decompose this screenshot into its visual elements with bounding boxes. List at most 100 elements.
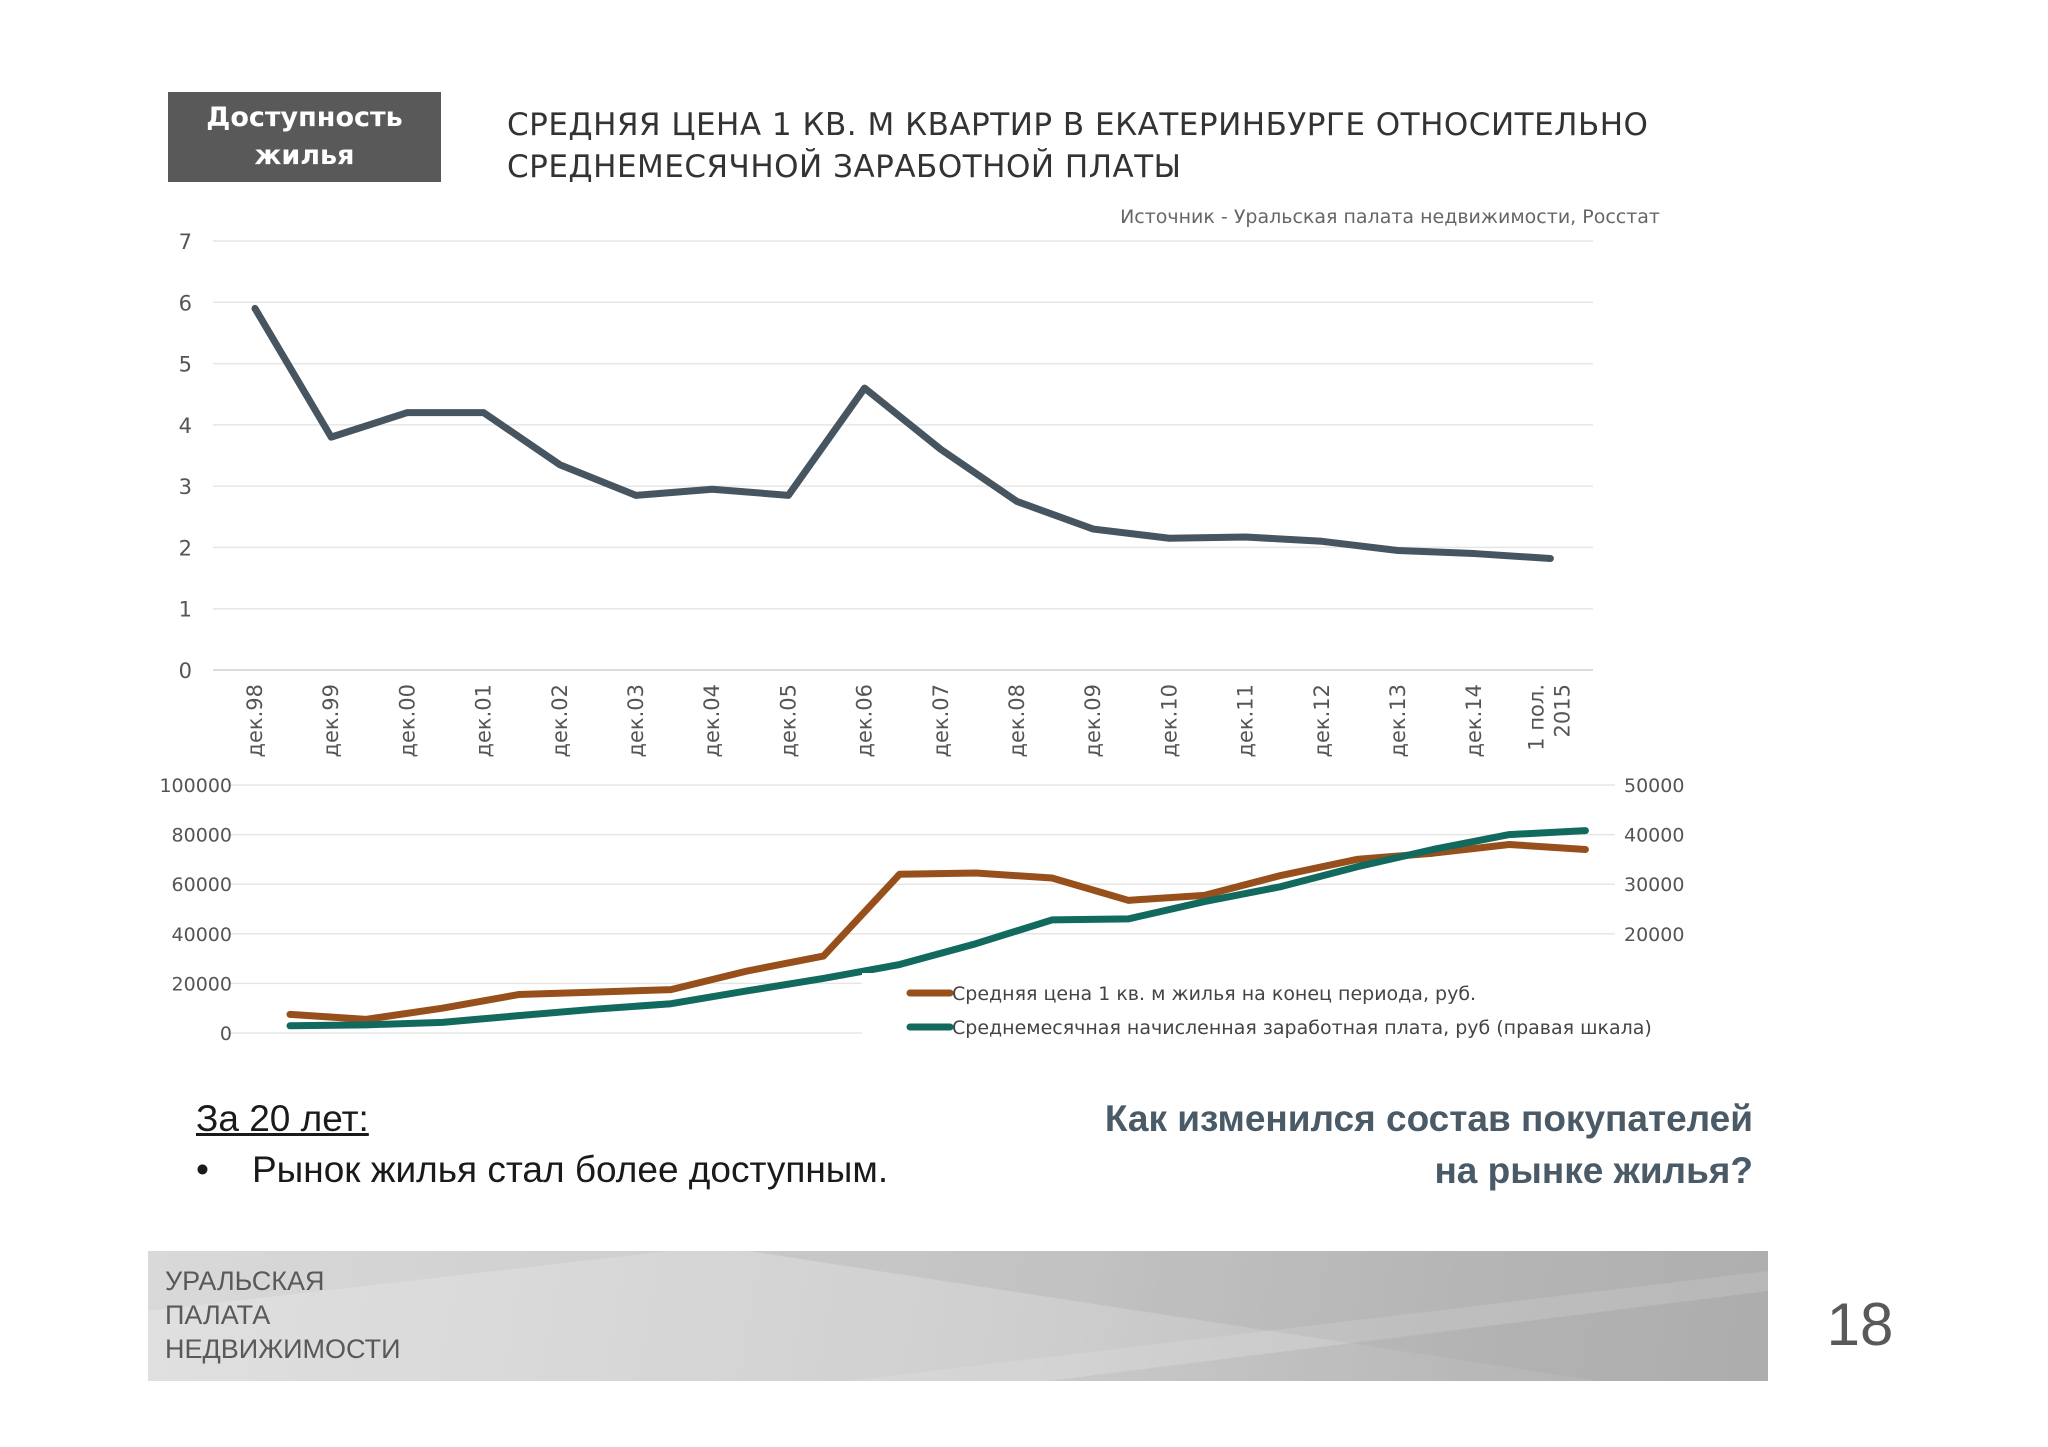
x-tick-label-line: дек.00 <box>395 684 419 758</box>
salary-data-point <box>668 1000 674 1007</box>
x-tick-label: дек.09 <box>1081 684 1105 758</box>
price-data-point <box>591 989 598 996</box>
footer-logo-line-1: УРАЛЬСКАЯ <box>165 1266 325 1296</box>
ratio-chart: 0 1 2 3 4 5 6 7 дек.98 дек.99 дек.00 дек.01 дек.02 де… <box>179 230 1593 758</box>
x-tick-label-line: дек.09 <box>1081 684 1105 758</box>
left-axis-tick-label: 100000 <box>159 775 232 797</box>
x-tick-label-line: дек.14 <box>1462 684 1486 758</box>
salary-data-point <box>363 1021 370 1028</box>
salary-series-line <box>286 827 1589 1030</box>
salary-data-point <box>896 961 903 968</box>
right-axis-tick-label: 20000 <box>1624 924 1684 946</box>
salary-data-point <box>820 975 827 982</box>
ratio-series-line <box>251 304 1554 562</box>
price-data-point <box>1277 872 1284 879</box>
x-tick-label: дек.98 <box>243 684 267 758</box>
x-tick-label-line: дек.06 <box>853 684 877 758</box>
price-data-point <box>1201 892 1208 899</box>
ratio-data-point <box>1395 547 1401 554</box>
x-tick-label: дек.11 <box>1234 684 1258 758</box>
x-tick-label: дек.14 <box>1462 684 1486 758</box>
x-tick-label-line: дек.02 <box>548 684 572 758</box>
ratio-data-point <box>1242 534 1249 541</box>
ratio-data-point <box>709 486 716 493</box>
ratio-data-point <box>404 409 411 416</box>
ratio-data-point <box>937 446 944 453</box>
page-number: 18 <box>1826 1291 1894 1358</box>
left-axis-tick-label: 80000 <box>172 825 232 847</box>
salary-data-point <box>515 1012 522 1019</box>
footer-logo: УРАЛЬСКАЯ ПАЛАТА НЕДВИЖИМОСТИ <box>165 1264 401 1366</box>
footer-band <box>148 1251 1768 1381</box>
price-series-line <box>286 841 1589 1023</box>
x-tick-label: дек.02 <box>548 684 572 758</box>
price-data-point <box>668 986 674 993</box>
x-tick-label-line: дек.11 <box>1234 684 1258 758</box>
x-tick-label-line: дек.05 <box>776 684 800 758</box>
left-axis-tick-label: 60000 <box>172 874 232 896</box>
x-tick-label-line: 2015 <box>1550 684 1574 737</box>
left-axis-tick-label: 20000 <box>172 973 232 995</box>
x-tick-label: дек.08 <box>1005 684 1029 758</box>
chart-title: СРЕДНЯЯ ЦЕНА 1 КВ. М КВАРТИР В ЕКАТЕРИНБ… <box>507 104 1707 188</box>
salary-data-point <box>1049 916 1055 923</box>
x-tick-label: дек.06 <box>853 684 877 758</box>
x-tick-label: дек.01 <box>472 684 496 758</box>
price-data-point <box>820 953 827 960</box>
ratio-data-point <box>785 492 792 499</box>
summary-heading: За 20 лет: <box>196 1098 369 1139</box>
price-data-point <box>1353 856 1360 863</box>
ratio-data-point <box>480 409 487 416</box>
x-tick-label: дек.10 <box>1157 684 1181 758</box>
x-tick-label-line: дек.01 <box>472 684 496 758</box>
footer-logo-line-3: НЕДВИЖИМОСТИ <box>165 1334 401 1364</box>
y-tick-label: 3 <box>179 475 192 499</box>
salary-data-point <box>1582 827 1589 834</box>
bullet-mark: • <box>196 1149 209 1190</box>
price-data-point <box>439 1005 446 1012</box>
question-line-1: Как изменился состав покупателей <box>1104 1098 1753 1139</box>
x-tick-label-line: дек.04 <box>700 684 724 758</box>
salary-data-point <box>439 1019 446 1026</box>
summary: За 20 лет: • Рынок жилья стал более дост… <box>196 1095 996 1197</box>
price-data-point <box>515 991 522 998</box>
x-tick-label: дек.12 <box>1310 684 1334 758</box>
x-tick-label-line: дек.10 <box>1157 684 1181 758</box>
x-tick-label-line: дек.98 <box>243 684 267 758</box>
y-tick-label: 5 <box>179 353 192 377</box>
x-tick-label: 1 пол. 2015 <box>1524 684 1574 751</box>
right-axis-tick-label: 40000 <box>1624 825 1684 847</box>
chart-title-line-1: СРЕДНЯЯ ЦЕНА 1 КВ. М КВАРТИР В ЕКАТЕРИНБ… <box>507 107 1649 143</box>
salary-data-point <box>1353 863 1360 870</box>
price-data-point <box>1582 846 1589 853</box>
source-note: Источник - Уральская палата недвижимости… <box>1120 206 1660 228</box>
left-axis-tick-label: 0 <box>220 1023 232 1045</box>
ratio-data-point <box>861 385 868 392</box>
ratio-data-point <box>1090 526 1097 533</box>
summary-bullet-text: Рынок жилья стал более доступным. <box>252 1149 889 1190</box>
section-badge-line-2: жилья <box>254 140 355 171</box>
y-tick-label: 1 <box>179 598 192 622</box>
ratio-data-point <box>633 492 639 499</box>
salary-data-point <box>287 1022 293 1029</box>
y-tick-label: 2 <box>179 536 192 560</box>
footer-logo-line-2: ПАЛАТА <box>165 1300 271 1330</box>
x-tick-label-line: дек.13 <box>1386 684 1410 758</box>
ratio-data-point <box>328 434 335 441</box>
ratio-data-point <box>1471 550 1478 557</box>
price-salary-chart: 0 20000 40000 60000 80000 100000 20000 30000 400… <box>159 775 1710 1048</box>
price-data-point <box>287 1011 293 1018</box>
salary-data-point <box>972 940 979 947</box>
y-tick-label: 4 <box>179 414 192 438</box>
price-data-point <box>1506 841 1513 848</box>
section-badge: Доступность жилья <box>168 92 441 182</box>
x-tick-label-line: дек.07 <box>929 684 953 758</box>
y-tick-label: 0 <box>179 659 192 683</box>
ratio-data-point <box>1318 538 1325 545</box>
x-tick-label: дек.99 <box>319 684 343 758</box>
salary-data-point <box>744 987 751 994</box>
salary-data-point <box>1201 898 1208 905</box>
x-tick-label: дек.13 <box>1386 684 1410 758</box>
x-tick-label: дек.03 <box>624 684 648 758</box>
